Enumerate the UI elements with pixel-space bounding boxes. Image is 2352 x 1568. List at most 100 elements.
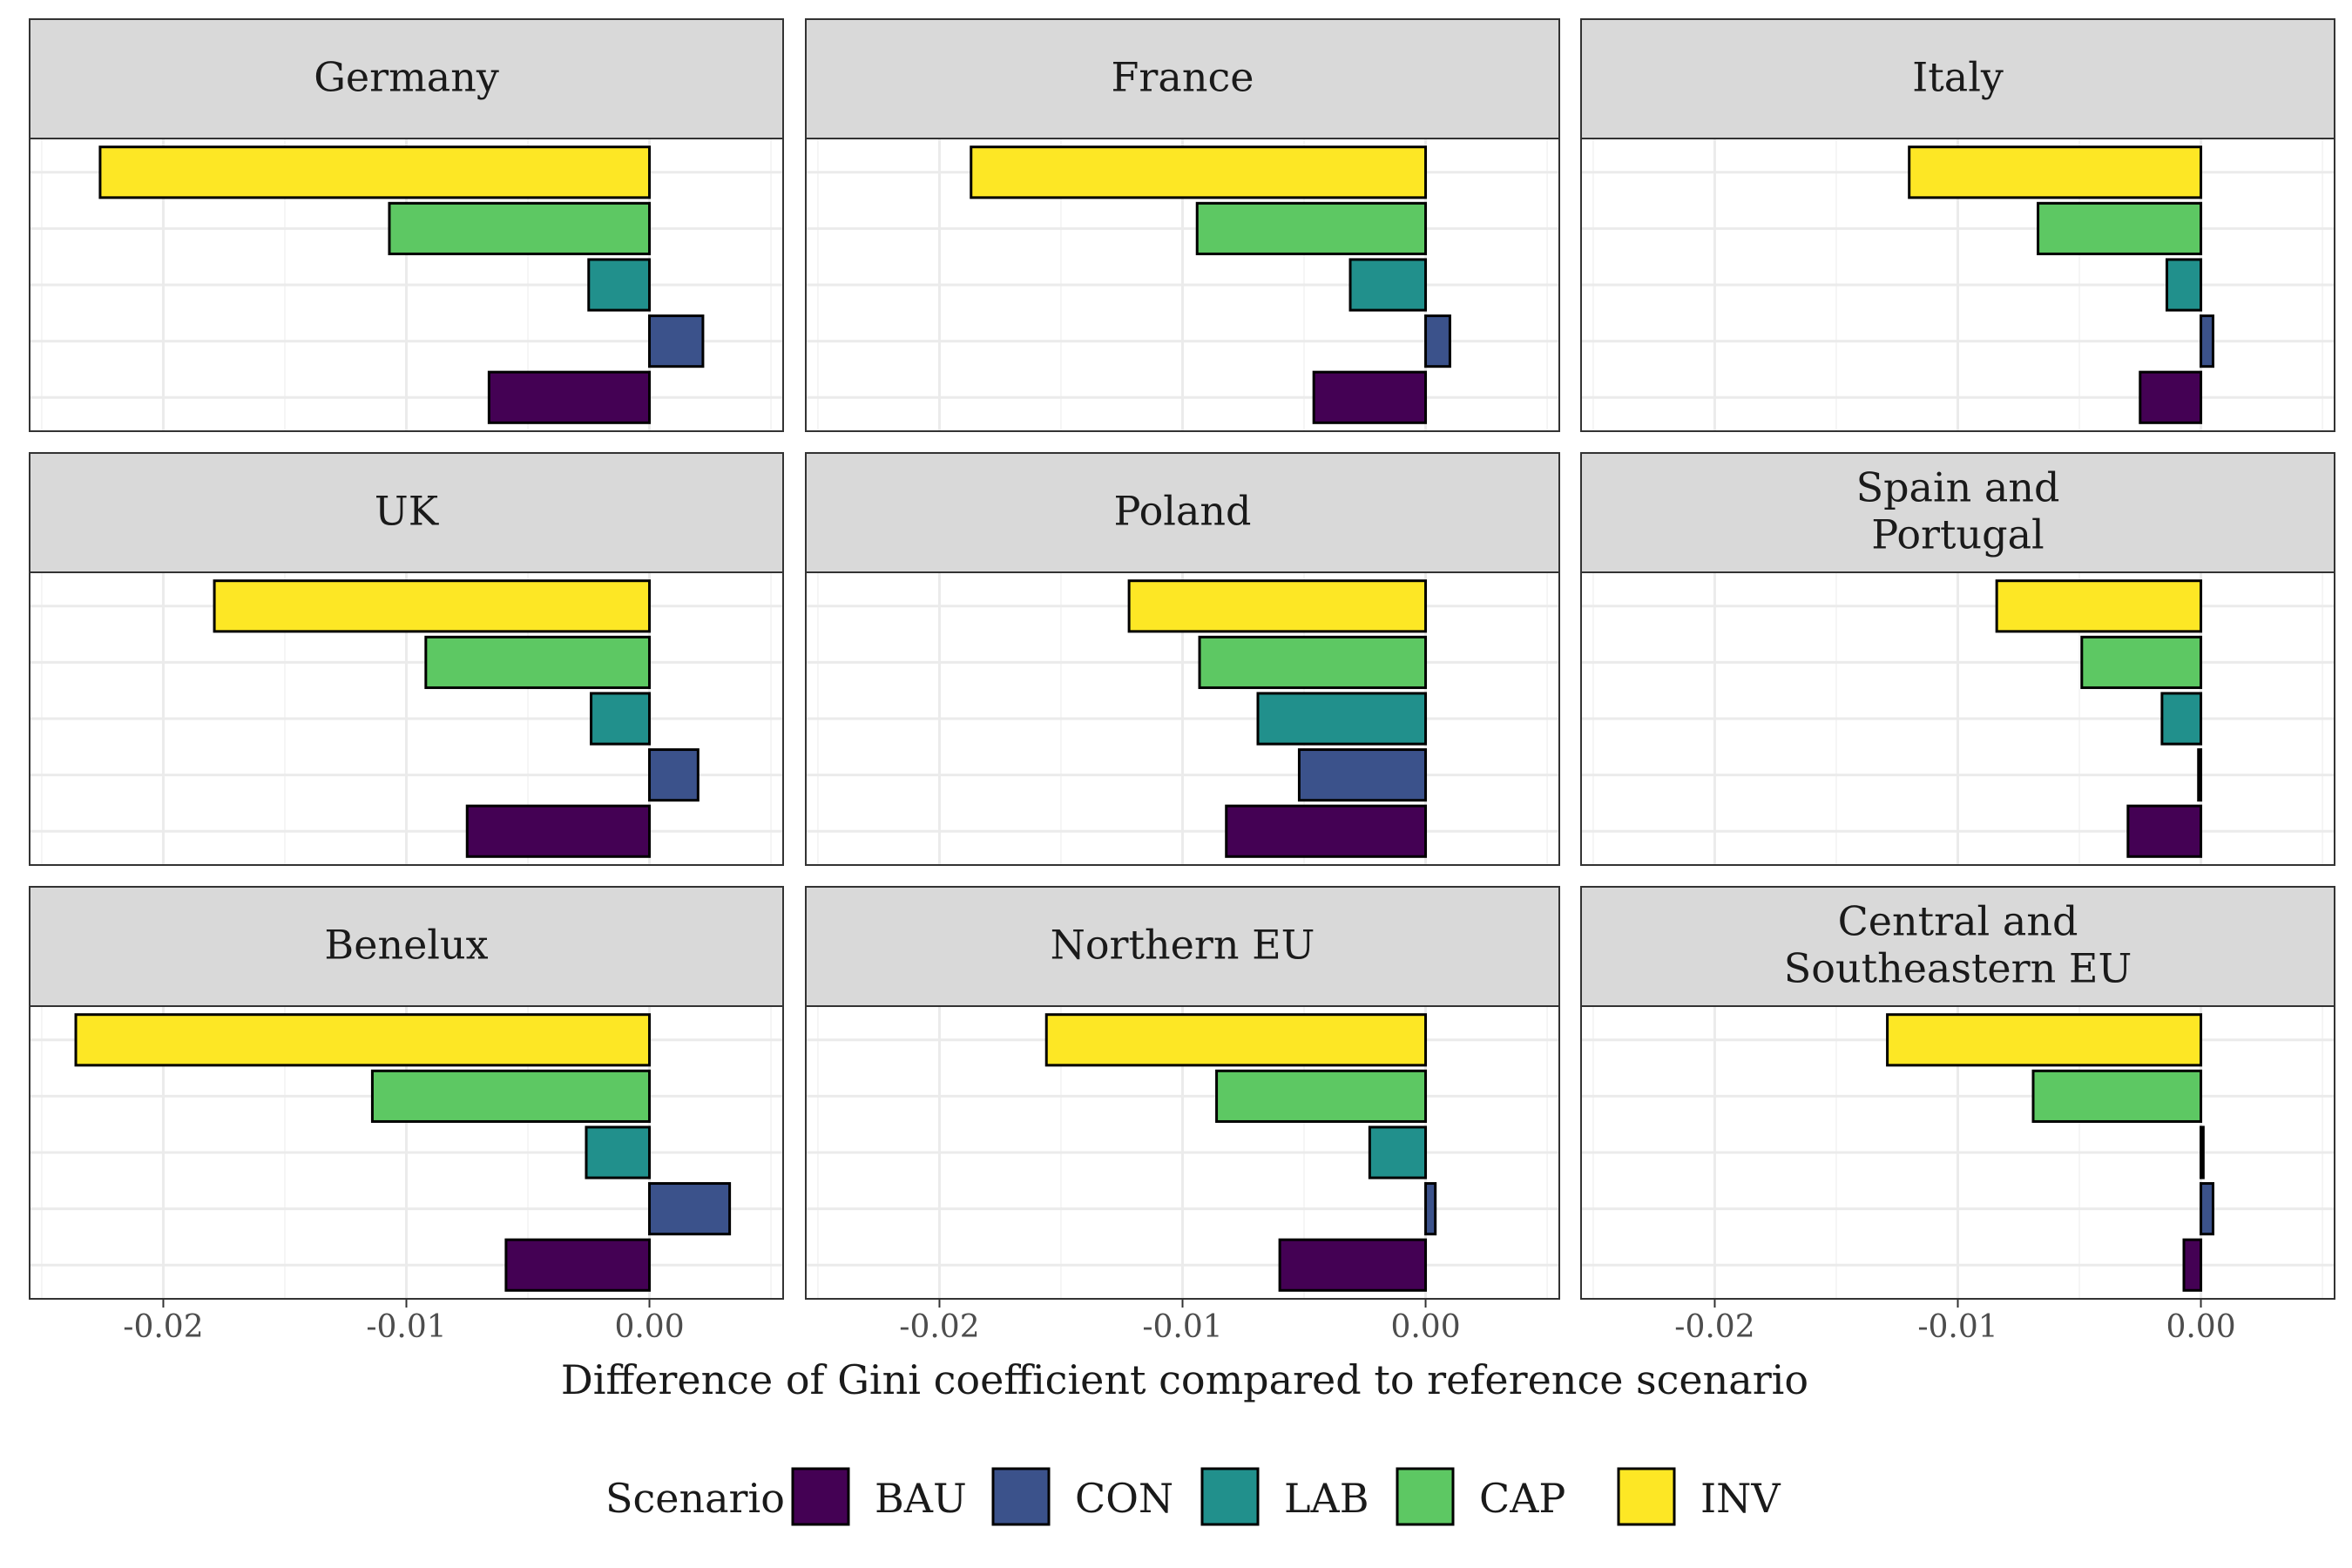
bar-inv [1044,1013,1428,1067]
facet-title-line: Germany [314,54,499,101]
bar-inv [970,145,1428,199]
x-tick-label: -0.01 [1142,1309,1222,1345]
bar-cap [1195,201,1428,255]
legend-label-cap: CAP [1479,1475,1565,1522]
legend-label-lab: LAB [1284,1475,1369,1522]
bar-inv [1886,1013,2203,1067]
facet-title: Central and Southeastern EU [1784,898,2132,992]
bar-inv [98,145,652,199]
panel-border [805,138,1560,432]
bar-bau [1278,1238,1428,1292]
facet-strip [805,886,1560,1007]
bar-lab [2165,258,2203,312]
facet-strip [805,452,1560,573]
bar-con [2200,314,2214,368]
facet-title: France [1112,54,1254,101]
bar-inv [213,579,652,633]
legend: Scenario BAU CON LAB CAP INV [605,1467,1781,1526]
bar-cap [2031,1069,2203,1123]
facet-strip [29,18,784,139]
x-tick-label: -0.01 [1917,1309,1997,1345]
facet-title: Italy [1912,54,2004,101]
bar-lab [2200,1125,2205,1179]
bar-cap [2080,635,2203,689]
bar-inv [1995,579,2203,633]
panel-border [29,138,784,432]
legend-key-cap [1396,1467,1455,1526]
panel-poland: Poland [805,452,1560,866]
facet-title-line: Poland [1114,488,1252,535]
x-tick-label: 0.00 [1390,1309,1460,1345]
bar-bau [2139,370,2203,424]
x-tick-label: -0.02 [899,1309,979,1345]
bar-con [1297,748,1428,802]
facet-title-line: Portugal [1871,511,2044,558]
bar-inv [1127,579,1428,633]
facet-title-line: Italy [1912,54,2004,101]
bar-cap [370,1069,652,1123]
bar-lab [585,1125,652,1179]
legend-key-bau [791,1467,850,1526]
facet-title-line: UK [375,488,440,535]
facet-title: Poland [1114,488,1252,535]
panel-central-and-southeastern-eu: Central and Southeastern EU -0.02 -0.01 0.00 [1580,886,2335,1345]
bar-lab [590,692,652,746]
facet-title: Germany [314,54,499,101]
bar-bau [504,1238,652,1292]
legend-label-bau: BAU [875,1475,967,1522]
bar-cap [424,635,652,689]
legend-key-inv [1617,1467,1676,1526]
panel-germany: Germany [29,18,784,432]
facet-strip [805,18,1560,139]
bar-lab [2160,692,2203,746]
bar-bau [487,370,652,424]
facet-title-line: Central and [1838,898,2078,945]
bar-inv [1908,145,2203,199]
bar-lab [1348,258,1428,312]
facet-title-line: Southeastern EU [1784,945,2132,992]
legend-label-inv: INV [1700,1475,1781,1522]
bar-con [648,748,700,802]
legend-label-con: CON [1075,1475,1173,1522]
bar-bau [465,804,652,858]
facet-title: Northern EU [1051,922,1315,969]
bar-lab [587,258,652,312]
facet-title-line: Spain and [1856,464,2060,511]
bar-con [2200,1182,2214,1236]
facet-title: Spain and Portugal [1856,464,2060,558]
bar-inv [74,1013,652,1067]
panel-border [29,571,784,866]
panel-france: France [805,18,1560,432]
panel-border [1580,138,2335,432]
bar-con [1424,1182,1437,1236]
x-tick-label: -0.02 [123,1309,203,1345]
bar-lab [1256,692,1428,746]
bar-bau [1312,370,1428,424]
bar-bau [2126,804,2203,858]
legend-key-con [991,1467,1051,1526]
bar-con [648,314,705,368]
bar-cap [2037,201,2203,255]
facet-title-line: France [1112,54,1254,101]
panel-spain-and-portugal: Spain and Portugal [1580,452,2335,866]
x-axis-title: Difference of Gini coefficient compared … [561,1356,1808,1403]
facet-title: UK [375,488,440,535]
facet-title-line: Benelux [324,922,488,969]
bar-bau [1225,804,1428,858]
bar-con [648,1182,732,1236]
facet-strip [29,886,784,1007]
facet-strip [29,452,784,573]
bar-cap [1215,1069,1428,1123]
bar-lab [1368,1125,1428,1179]
panel-border [1580,571,2335,866]
bar-cap [388,201,652,255]
bar-con [1424,314,1451,368]
panel-uk: UK [29,452,784,866]
bar-bau [2182,1238,2203,1292]
facet-title-line: Northern EU [1051,922,1315,969]
facet-title: Benelux [324,922,488,969]
bar-cap [1198,635,1428,689]
x-tick-label: 0.00 [2166,1309,2235,1345]
panel-northern-eu: Northern EU -0.02 -0.01 0.00 [805,886,1560,1345]
